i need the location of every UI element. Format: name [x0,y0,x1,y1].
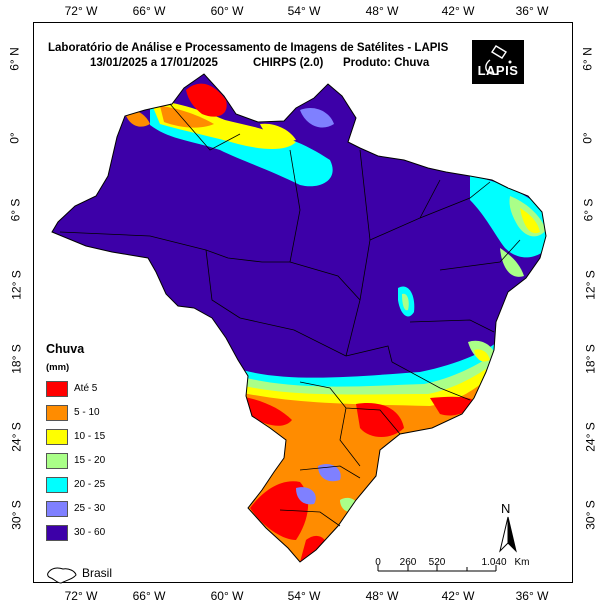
north-arrow-icon [499,516,517,553]
legend-swatch [46,381,68,397]
logo-text: LAPIS [477,63,519,78]
legend-item: 10 - 15 [46,429,156,445]
legend-swatch [46,405,68,421]
lon-tick-bottom-48w: 48° W [365,589,399,603]
date-range: 13/01/2025 a 17/01/2025 [90,57,218,69]
legend-item: 15 - 20 [46,453,156,469]
brasil-label: Brasil [82,566,113,580]
country-border [51,73,547,563]
lon-tick-bottom-72w: 72° W [64,589,98,603]
legend-item: Até 5 [46,381,156,397]
legend-item: 5 - 10 [46,405,156,421]
lon-tick-top-48w: 48° W [365,4,399,18]
legend-label: 30 - 60 [74,527,106,538]
scale-label: 260 [399,557,417,568]
legend-swatch [46,501,68,517]
legend-label: 5 - 10 [74,407,100,418]
lon-tick-bottom-36w: 36° W [515,589,549,603]
lon-tick-top-66w: 66° W [132,4,166,18]
legend: Chuva (mm) Até 5 5 - 10 10 - 15 15 - 20 … [46,342,156,541]
legend-label: 25 - 30 [74,503,106,514]
scale-unit: Km [514,557,530,568]
brasil-outline-icon [47,567,77,584]
legend-item: 25 - 30 [46,501,156,517]
scale-label: 1.040 [481,557,507,568]
legend-title: Chuva [46,342,85,356]
scale-bar [377,565,497,572]
north-label: N [501,501,511,516]
legend-label: 20 - 25 [74,479,106,490]
state-borders [59,103,521,527]
scale-label: 520 [428,557,446,568]
lon-tick-bottom-42w: 42° W [441,589,475,603]
legend-swatch [46,477,68,493]
lon-tick-top-42w: 42° W [441,4,475,18]
lon-tick-top-72w: 72° W [64,4,98,18]
lon-tick-bottom-54w: 54° W [287,589,321,603]
satellite-icon [485,45,512,75]
legend-label: Até 5 [74,383,98,394]
lon-tick-top-60w: 60° W [210,4,244,18]
legend-swatch [46,525,68,541]
rainfall-fields [124,83,546,562]
legend-unit: (mm) [46,362,70,373]
title-line: Laboratório de Análise e Processamento d… [48,42,449,54]
legend-swatch [46,453,68,469]
scale-label: 0 [375,557,381,568]
lon-tick-bottom-66w: 66° W [132,589,166,603]
lon-tick-bottom-60w: 60° W [210,589,244,603]
model-name: CHIRPS (2.0) [253,57,324,69]
legend-item: 20 - 25 [46,477,156,493]
product-name: Produto: Chuva [343,57,430,69]
legend-item: 30 - 60 [46,525,156,541]
legend-swatch [46,429,68,445]
brazil-territory [52,74,546,562]
legend-label: 10 - 15 [74,431,106,442]
legend-label: 15 - 20 [74,455,106,466]
lon-tick-top-54w: 54° W [287,4,321,18]
lon-tick-top-36w: 36° W [515,4,549,18]
lapis-logo: LAPIS [472,40,524,84]
